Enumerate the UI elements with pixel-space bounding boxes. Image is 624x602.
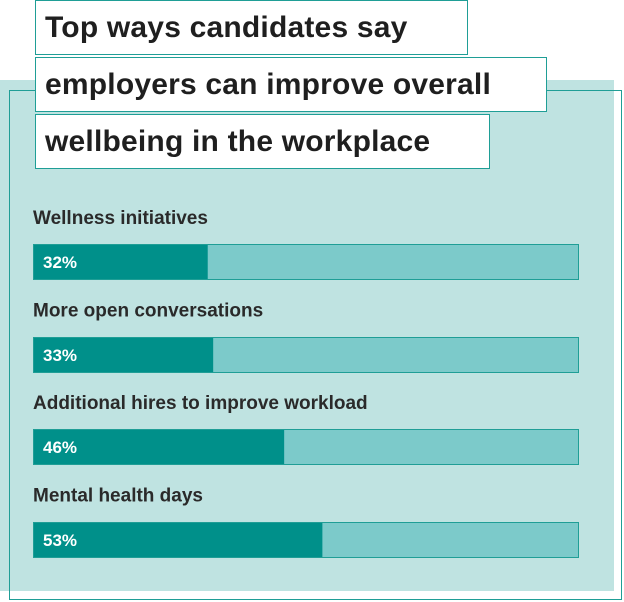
bar bbox=[34, 245, 208, 279]
category-label: Wellness initiatives bbox=[33, 208, 208, 229]
title-line-2: employers can improve overall bbox=[35, 57, 547, 112]
title-line-1: Top ways candidates say bbox=[35, 0, 468, 55]
value-label: 33% bbox=[43, 346, 77, 365]
bar bbox=[34, 523, 323, 557]
category-label: More open conversations bbox=[33, 301, 263, 322]
value-label: 46% bbox=[43, 438, 77, 457]
title-line-3: wellbeing in the workplace bbox=[35, 114, 490, 169]
category-label: Mental health days bbox=[33, 486, 203, 507]
category-label: Additional hires to improve workload bbox=[33, 393, 368, 414]
value-label: 53% bbox=[43, 531, 77, 550]
bar bbox=[34, 338, 214, 372]
value-label: 32% bbox=[43, 253, 77, 272]
bar bbox=[34, 430, 285, 464]
